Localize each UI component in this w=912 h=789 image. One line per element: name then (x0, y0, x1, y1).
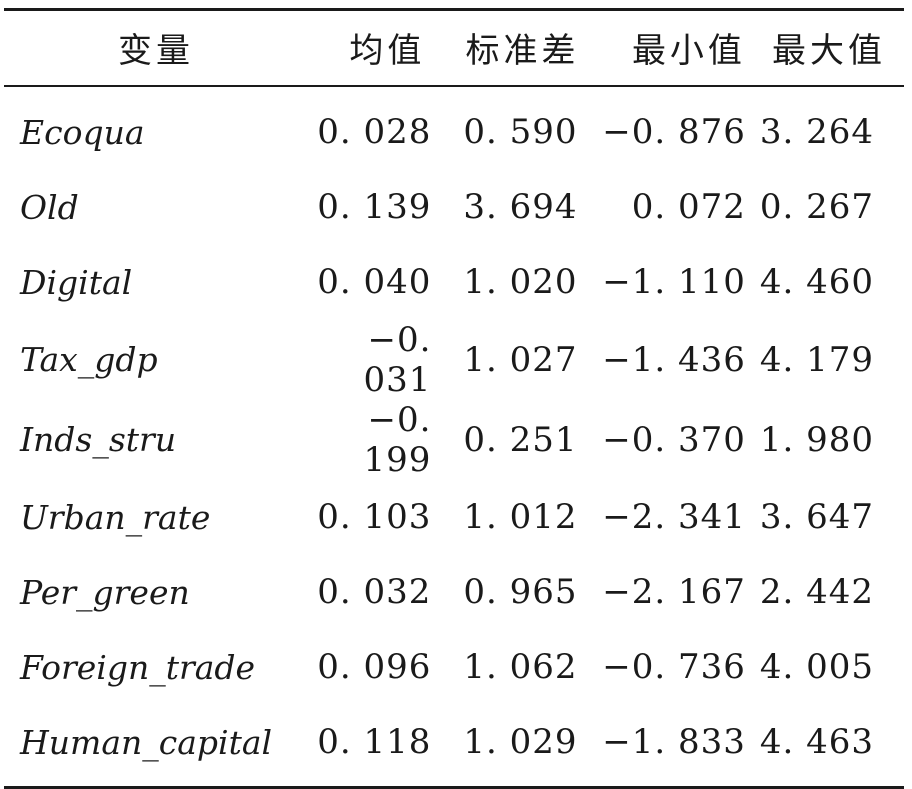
cell-mean: 0. 096 (317, 647, 432, 687)
table-row: Ecoqua 0. 028 0. 590 −0. 876 3. 264 (4, 86, 904, 170)
header-max: 最大值 (772, 31, 886, 72)
cell-mean: −0. 031 (363, 319, 432, 400)
cell-variable: Inds_stru (20, 420, 177, 459)
cell-mean: 0. 118 (317, 722, 432, 762)
cell-mean: 0. 139 (317, 187, 432, 227)
table-row: Tax_gdp −0. 031 1. 027 −1. 436 4. 179 (4, 320, 904, 400)
cell-variable: Ecoqua (20, 112, 145, 152)
cell-variable: Per_green (20, 572, 190, 612)
cell-min: −0. 736 (602, 647, 746, 687)
cell-min: −1. 110 (602, 262, 746, 302)
cell-variable: Tax_gdp (20, 340, 158, 379)
cell-variable: Digital (20, 262, 133, 302)
table-row: Per_green 0. 032 0. 965 −2. 167 2. 442 (4, 555, 904, 630)
cell-mean: −0. 199 (363, 399, 432, 480)
descriptive-statistics-table-container: 变量 均值 标准差 最小值 最大值 Ecoqua 0. 028 0. 590 −… (4, 8, 904, 789)
cell-sd: 1. 029 (463, 722, 578, 762)
table-row: Foreign_trade 0. 096 1. 062 −0. 736 4. 0… (4, 630, 904, 705)
cell-min: 0. 072 (631, 187, 746, 227)
cell-max: 3. 264 (759, 112, 874, 152)
cell-min: −2. 167 (602, 572, 746, 612)
cell-max: 4. 005 (759, 647, 874, 687)
cell-sd: 1. 020 (463, 262, 578, 302)
cell-mean: 0. 040 (317, 262, 432, 302)
table-row: Digital 0. 040 1. 020 −1. 110 4. 460 (4, 245, 904, 320)
header-row: 变量 均值 标准差 最小值 最大值 (4, 10, 904, 86)
cell-max: 4. 460 (759, 262, 874, 302)
cell-sd: 1. 012 (463, 497, 578, 537)
table-row: Old 0. 139 3. 694 0. 072 0. 267 (4, 170, 904, 245)
cell-max: 1. 980 (759, 419, 874, 460)
cell-max: 2. 442 (759, 572, 874, 612)
table-row: Human_capital 0. 118 1. 029 −1. 833 4. 4… (4, 705, 904, 788)
cell-variable: Old (20, 187, 79, 227)
cell-sd: 0. 590 (463, 112, 578, 152)
cell-sd: 1. 027 (463, 339, 578, 380)
cell-sd: 1. 062 (463, 647, 578, 687)
cell-min: −1. 833 (602, 722, 746, 762)
cell-sd: 0. 965 (463, 572, 578, 612)
header-variable: 变量 (118, 31, 195, 72)
cell-mean: 0. 032 (317, 572, 432, 612)
header-min: 最小值 (631, 31, 746, 72)
table-row: Urban_rate 0. 103 1. 012 −2. 341 3. 647 (4, 480, 904, 555)
table-body: Ecoqua 0. 028 0. 590 −0. 876 3. 264 Old … (4, 86, 904, 788)
cell-max: 4. 179 (759, 339, 874, 380)
cell-mean: 0. 028 (317, 112, 432, 152)
cell-min: −0. 876 (602, 112, 746, 152)
descriptive-statistics-table: 变量 均值 标准差 最小值 最大值 Ecoqua 0. 028 0. 590 −… (4, 8, 904, 789)
cell-max: 3. 647 (759, 497, 874, 537)
cell-variable: Foreign_trade (20, 647, 256, 687)
cell-min: −1. 436 (602, 339, 746, 380)
table-header: 变量 均值 标准差 最小值 最大值 (4, 9, 904, 86)
cell-max: 4. 463 (759, 722, 874, 762)
cell-sd: 3. 694 (463, 187, 578, 227)
cell-mean: 0. 103 (317, 497, 432, 537)
cell-min: −0. 370 (602, 419, 746, 460)
cell-min: −2. 341 (602, 497, 746, 537)
table-row: Inds_stru −0. 199 0. 251 −0. 370 1. 980 (4, 400, 904, 480)
header-mean: 均值 (349, 31, 426, 72)
cell-sd: 0. 251 (463, 419, 578, 460)
cell-max: 0. 267 (759, 187, 874, 227)
header-sd: 标准差 (465, 31, 580, 72)
cell-variable: Human_capital (20, 722, 273, 762)
cell-variable: Urban_rate (20, 497, 211, 537)
